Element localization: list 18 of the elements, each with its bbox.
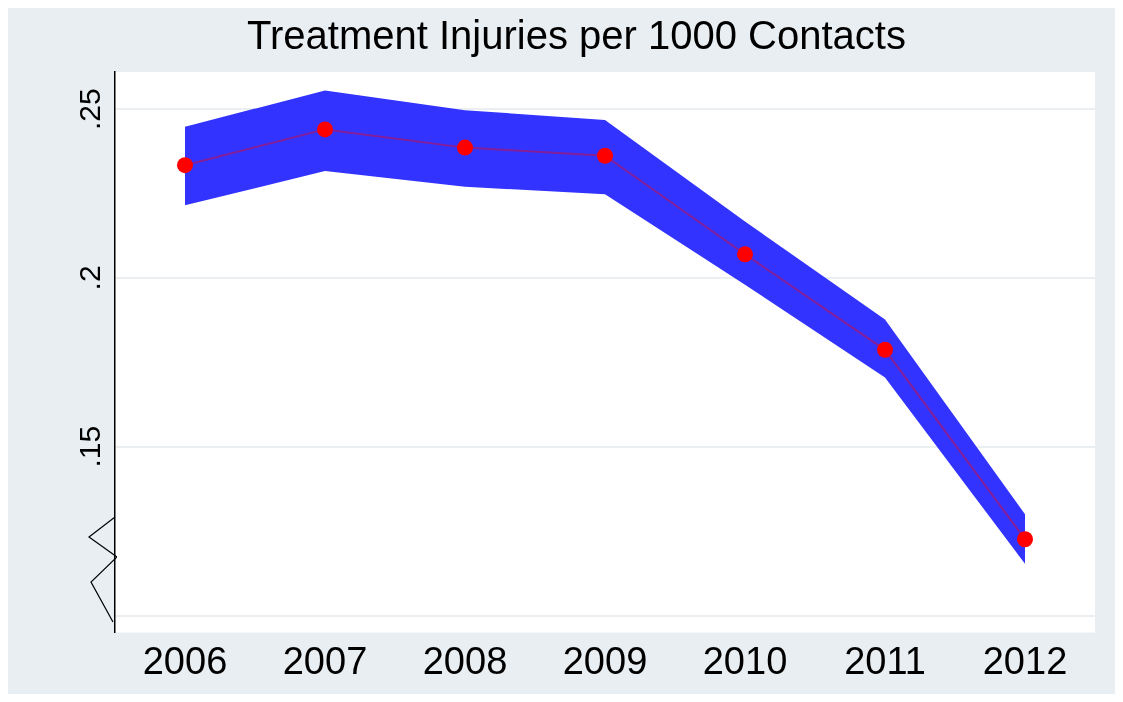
y-tick-label: .25 [73,88,107,130]
point [177,157,194,174]
point [317,121,333,138]
x-tick-label: 2009 [562,639,648,682]
x-tick-label: 2010 [702,639,788,682]
point [597,147,613,164]
x-tick-label: 2011 [844,639,926,682]
point [877,341,893,358]
x-tick-label: 2008 [422,639,508,682]
point [1017,531,1033,548]
point [737,246,753,263]
y-tick-label: .15 [73,425,107,468]
chart-title: Treatment Injuries per 1000 Contacts [247,13,906,58]
x-tick-label: 2012 [982,639,1068,682]
point [457,139,473,156]
x-tick-label: 2007 [282,639,368,682]
x-tick-label: 2006 [142,639,228,682]
y-tick-label: .2 [73,265,107,291]
